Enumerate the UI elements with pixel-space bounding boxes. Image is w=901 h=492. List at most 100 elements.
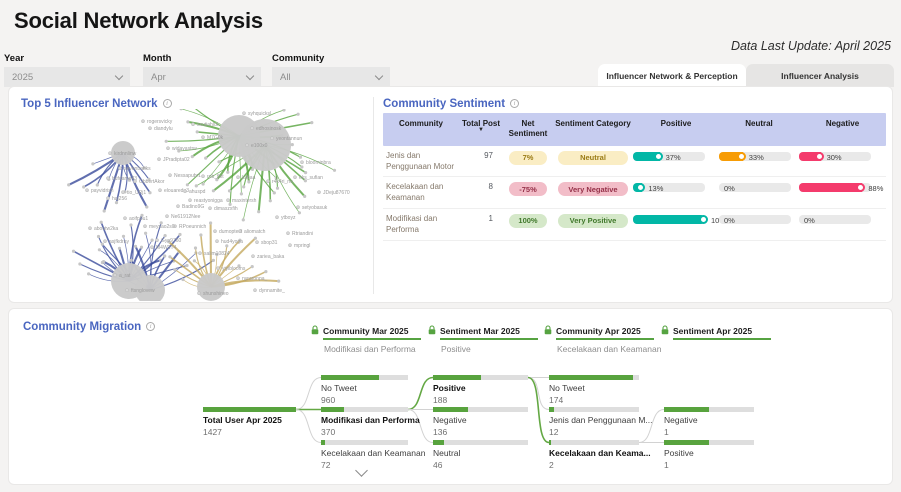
migration-node-label: Modifikasi dan Performa <box>321 415 420 425</box>
positive-bar-fill <box>633 151 660 161</box>
tab-bar: Influencer Network & Perception Influenc… <box>598 64 894 87</box>
column-header-negative[interactable]: Negative <box>825 119 860 128</box>
positive-bar-fill <box>633 214 705 224</box>
tab-influencer-network-perception[interactable]: Influencer Network & Perception <box>598 64 746 87</box>
lock-icon <box>428 325 436 335</box>
migration-node-bar-fill <box>321 440 326 445</box>
table-row[interactable]: Kecelakaan dan Keamanan 8 -75% Very Negativ… <box>383 177 886 209</box>
migration-column-title[interactable]: Sentiment Apr 2025 <box>673 326 771 340</box>
svg-text:sbop31: sbop31 <box>261 240 278 246</box>
migration-node-value: 1427 <box>203 426 222 437</box>
migration-node[interactable]: Negative 136 <box>433 407 528 437</box>
lock-icon <box>544 325 552 335</box>
svg-text:hufdame43: hufdame43 <box>112 176 137 182</box>
migration-node-value: 188 <box>433 394 448 405</box>
migration-node-bar <box>549 440 639 445</box>
info-icon[interactable]: i <box>162 99 172 108</box>
net-sentiment-cell: 100% <box>503 213 553 228</box>
neutral-bar-cell: 33% <box>719 151 799 162</box>
svg-text:maxintersh: maxintersh <box>232 198 257 204</box>
column-header-neutral[interactable]: Neutral <box>745 119 773 128</box>
sentiment-category-badge: Neutral <box>558 150 628 165</box>
svg-text:RPoeunnich: RPoeunnich <box>179 224 206 230</box>
filter-year-label: Year <box>4 53 25 64</box>
migration-column-subtitle: Modifikasi dan Performa <box>324 344 416 354</box>
panel-divider <box>373 97 374 294</box>
migration-node-label: Kecelakaan dan Keamanan <box>321 448 426 458</box>
year-dropdown-value: 2025 <box>12 71 34 83</box>
migration-node-bar-fill <box>433 407 469 412</box>
lock-icon <box>661 325 669 335</box>
migration-node[interactable]: Neutral 46 <box>433 440 528 470</box>
migration-node-value: 2 <box>549 459 554 470</box>
neutral-bar-value: 0% <box>724 184 735 194</box>
migration-node-bar <box>549 407 639 412</box>
migration-column-subtitle: Kecelakaan dan Keamanan <box>557 344 662 354</box>
info-icon[interactable]: i <box>146 322 156 331</box>
column-header-sentiment-category[interactable]: Sentiment Category <box>555 119 631 128</box>
migration-node[interactable]: No Tweet 960 <box>321 375 408 405</box>
sentiment-table-header: Community Total Post ▼ Net Sentiment Sentime… <box>383 113 886 146</box>
community-dropdown[interactable]: All <box>272 67 390 87</box>
migration-column-title[interactable]: Community Apr 2025 <box>556 326 654 340</box>
negative-bar-knob <box>814 151 824 161</box>
sentiment-category-badge: Very Negative <box>558 182 628 197</box>
migration-node-bar-fill <box>664 440 709 445</box>
migration-node-bar-fill <box>433 375 482 380</box>
table-row[interactable]: Jenis dan Penggunaan Motor 97 7% Neutral 37%… <box>383 146 886 178</box>
tab-influencer-analysis[interactable]: Influencer Analysis <box>746 64 894 87</box>
migration-node-bar <box>433 407 528 412</box>
migration-node[interactable]: Modifikasi dan Performa 370 <box>321 407 420 437</box>
positive-bar-cell: 100% <box>633 214 730 225</box>
migration-node[interactable]: Negative 1 <box>664 407 754 437</box>
migration-node-bar <box>203 407 296 412</box>
positive-bar-knob <box>653 151 663 161</box>
migration-column-title[interactable]: Sentiment Mar 2025 <box>440 326 538 340</box>
negative-bar: 88% <box>799 183 883 193</box>
neutral-bar: 0% <box>719 214 791 225</box>
chevron-down-icon <box>374 71 384 80</box>
migration-node[interactable]: Positive 188 <box>433 375 528 405</box>
migration-node-value: 370 <box>321 426 336 437</box>
svg-text:yeontannun: yeontannun <box>276 136 302 142</box>
neutral-bar-value: 33% <box>748 152 764 162</box>
migration-node[interactable]: Jenis dan Penggunaan M... 12 <box>549 407 653 437</box>
migration-node[interactable]: Kecelakaan dan Keamanan 72 <box>321 440 426 470</box>
negative-bar-fill <box>799 183 863 193</box>
svg-text:ytboyz: ytboyz <box>281 215 296 221</box>
migration-node[interactable]: Total User Apr 2025 1427 <box>203 407 296 437</box>
column-header-community[interactable]: Community <box>399 119 443 128</box>
info-icon[interactable]: i <box>510 99 520 108</box>
table-row[interactable]: Modifikasi dan Performa 1 100% Very Positiv… <box>383 209 886 241</box>
svg-text:Rtriandini: Rtriandini <box>292 231 313 237</box>
migration-flow-links <box>295 376 665 444</box>
column-header-positive[interactable]: Positive <box>660 119 692 128</box>
migration-column-title[interactable]: Community Mar 2025 <box>323 326 421 340</box>
migration-node-label: Positive <box>664 448 694 458</box>
negative-bar: 0% <box>799 214 871 225</box>
migration-node[interactable]: Positive 1 <box>664 440 754 470</box>
month-dropdown[interactable]: Apr <box>143 67 261 87</box>
column-header-net-sentiment[interactable]: Net Sentiment <box>508 119 548 139</box>
year-dropdown[interactable]: 2025 <box>4 67 130 87</box>
svg-text:ftsnglovew: ftsnglovew <box>131 288 155 294</box>
svg-text:lolbaa: lolbaa <box>242 175 256 181</box>
svg-text:dumopteril: dumopteril <box>219 229 242 235</box>
negative-bar-cell: 88% <box>799 182 886 193</box>
neutral-bar-knob <box>736 151 746 161</box>
migration-node-value: 174 <box>549 394 564 405</box>
neutral-bar-value: 0% <box>724 215 735 225</box>
migration-node[interactable]: No Tweet 174 <box>549 375 639 405</box>
positive-bar-knob <box>699 214 708 224</box>
network-title: Top 5 Influencer Network <box>21 98 158 110</box>
migration-node[interactable]: Kecelakaan dan Keama... 2 <box>549 440 651 470</box>
migration-node-bar-fill <box>203 407 296 412</box>
column-header-total-post[interactable]: Total Post ▼ <box>461 119 501 134</box>
svg-text:Gyo9760: Gyo9760 <box>161 238 182 244</box>
sentiment-title: Community Sentiment <box>383 98 506 110</box>
svg-text:mpringl: mpringl <box>294 243 310 249</box>
svg-text:kirdnnlinw: kirdnnlinw <box>114 151 137 157</box>
net-sentiment-badge: -75% <box>509 182 547 197</box>
community-name: Kecelakaan dan Keamanan <box>386 182 444 203</box>
